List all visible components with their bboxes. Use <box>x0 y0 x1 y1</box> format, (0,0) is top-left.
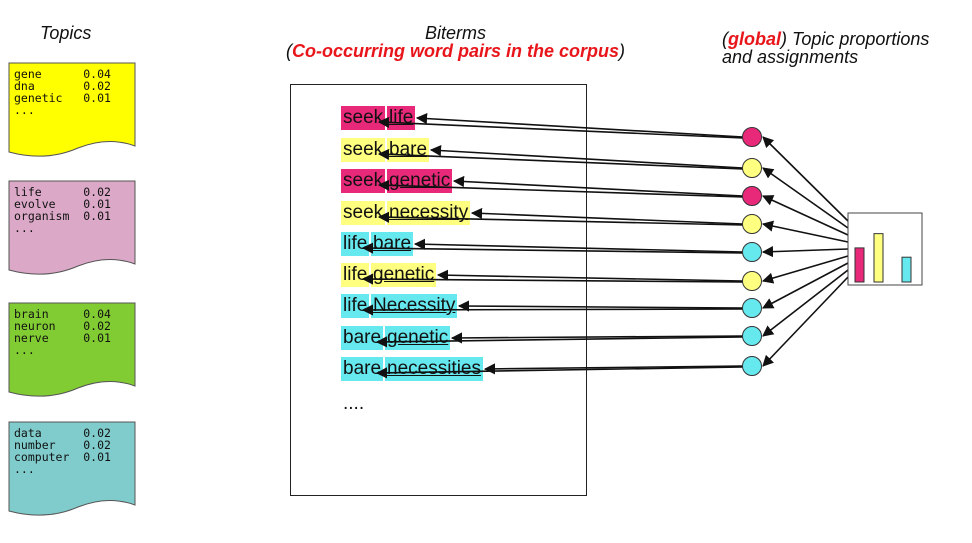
chart-to-assignment-arrow <box>762 167 849 229</box>
global-proportion-chart <box>847 212 923 286</box>
chart-to-assignment-arrow <box>762 136 849 222</box>
assignment-arrows <box>361 112 849 379</box>
topic-word-list: life 0.02 evolve 0.01 organism 0.01... <box>14 186 111 234</box>
assignment-to-word-arrow <box>413 238 744 253</box>
assignment-to-word-arrow <box>361 304 744 316</box>
topic-assignment-circle <box>742 298 762 318</box>
assignment-to-word-arrow <box>377 179 744 198</box>
topic-word-line: computer 0.01 <box>14 450 111 464</box>
global-proportions-title: (global) Topic proportions and assignmen… <box>722 30 972 66</box>
assignment-to-word-arrow <box>375 336 744 348</box>
topic-word-list: data 0.02 number 0.02 computer 0.01... <box>14 427 111 475</box>
topic-word-line: ... <box>14 343 35 357</box>
topic-note-shape <box>8 180 136 275</box>
biterm-word-first: life <box>341 263 370 287</box>
topic-assignment-circles <box>742 127 762 376</box>
assignment-to-word-arrow <box>361 242 744 254</box>
topic-note-3: brain 0.04 neuron 0.02 nerve 0.01... <box>8 302 136 397</box>
proportion-bar <box>873 233 884 283</box>
topic-word-line: neuron 0.02 <box>14 319 111 333</box>
biterms-title-line2: (Co-occurring word pairs in the corpus) <box>285 41 626 61</box>
assignment-to-word-arrow <box>377 211 744 226</box>
topic-assignment-circle <box>742 356 762 376</box>
biterm-word-second: Necessity <box>371 294 458 318</box>
assignment-to-word-arrow <box>361 273 744 285</box>
topic-note-shape <box>8 62 136 157</box>
assignment-to-word-arrow <box>377 148 744 170</box>
proportion-bar <box>901 256 912 283</box>
global-title-line1: (global) Topic proportions <box>722 29 930 49</box>
biterm-word-first: seek <box>341 106 386 130</box>
chart-to-assignment-arrow <box>762 276 849 367</box>
topic-word-line: number 0.02 <box>14 438 111 452</box>
topic-word-list: gene 0.04 dna 0.02 genetic 0.01... <box>14 68 111 116</box>
chart-to-assignment-arrow <box>761 255 849 284</box>
biterm-word-first: seek <box>341 169 386 193</box>
topic-assignment-circle <box>742 271 762 291</box>
biterm-word-second: necessities <box>385 357 483 381</box>
biterms-title-line1: Biterms <box>424 23 486 43</box>
assignment-to-word-arrow <box>452 175 744 197</box>
chart-to-assignment-arrow <box>761 220 849 243</box>
topic-assignment-circle <box>742 326 762 346</box>
topic-assignment-circle <box>742 158 762 178</box>
chart-to-assignment-arrow <box>762 262 849 309</box>
biterm-word-second: genetic <box>385 326 451 350</box>
biterms-title: Biterms (Co-occurring word pairs in the … <box>248 24 663 60</box>
biterm-word-first: bare <box>341 357 384 381</box>
topic-word-line: data 0.02 <box>14 426 111 440</box>
topics-title: Topics <box>40 23 92 43</box>
topic-word-line: brain 0.04 <box>14 307 111 321</box>
chart-to-assignment-arrow <box>762 269 849 337</box>
topic-word-line: ... <box>14 462 35 476</box>
chart-to-assignment-arrow <box>761 246 849 258</box>
assignment-to-word-arrow <box>429 144 744 169</box>
topic-assignment-circle <box>742 127 762 147</box>
topic-word-line: dna 0.02 <box>14 79 111 93</box>
topic-assignment-circle <box>742 214 762 234</box>
chart-to-assignment-arrow <box>761 195 849 236</box>
proportion-bar <box>854 247 865 283</box>
topic-note-shape <box>8 421 136 516</box>
assignment-to-word-arrow <box>457 300 744 312</box>
topic-word-line: ... <box>14 103 35 117</box>
biterm-word-first: seek <box>341 138 386 162</box>
topic-note-shape <box>8 302 136 397</box>
topic-note-4: data 0.02 number 0.02 computer 0.01... <box>8 421 136 516</box>
topic-word-line: evolve 0.01 <box>14 197 111 211</box>
topic-assignment-circle <box>742 186 762 206</box>
topic-word-line: gene 0.04 <box>14 67 111 81</box>
biterm-ellipsis: .... <box>343 393 365 414</box>
assignment-to-word-arrow <box>375 366 744 379</box>
assignment-to-word-arrow <box>415 112 744 138</box>
assignment-to-word-arrow <box>436 269 744 282</box>
assignment-to-word-arrow <box>377 116 744 139</box>
topic-word-line: nerve 0.01 <box>14 331 111 345</box>
topic-word-line: life 0.02 <box>14 185 111 199</box>
topic-word-line: ... <box>14 221 35 235</box>
topic-note-2: life 0.02 evolve 0.01 organism 0.01... <box>8 180 136 275</box>
global-title-line2: and assignments <box>722 47 859 67</box>
assignment-to-word-arrow <box>483 363 744 375</box>
topic-assignment-circle <box>742 242 762 262</box>
assignment-to-word-arrow <box>470 207 744 225</box>
topic-word-list: brain 0.04 neuron 0.02 nerve 0.01... <box>14 308 111 356</box>
biterm-word-first: seek <box>341 201 386 225</box>
topic-word-line: organism 0.01 <box>14 209 111 223</box>
topic-word-line: genetic 0.01 <box>14 91 111 105</box>
assignment-to-word-arrow <box>450 332 744 344</box>
topic-note-1: gene 0.04 dna 0.02 genetic 0.01... <box>8 62 136 157</box>
